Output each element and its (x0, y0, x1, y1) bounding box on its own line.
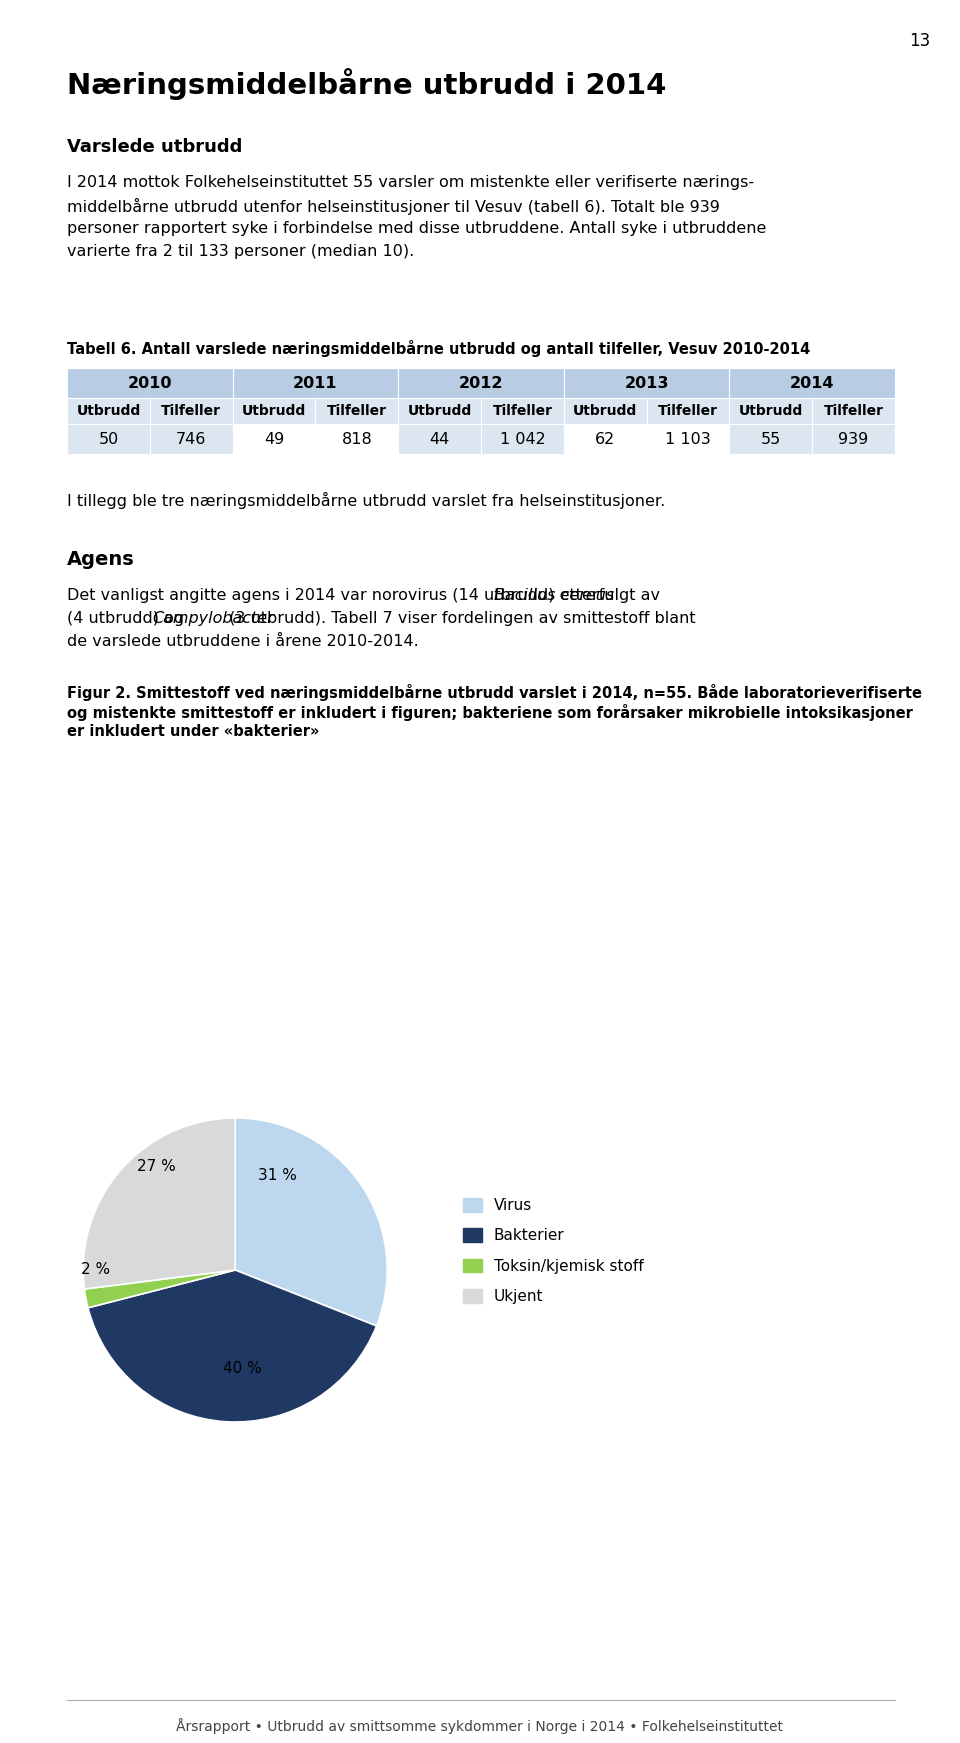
Text: Utbrudd: Utbrudd (738, 404, 803, 418)
Text: Det vanligst angitte agens i 2014 var norovirus (14 utbrudd) etterfulgt av: Det vanligst angitte agens i 2014 var no… (67, 587, 665, 603)
Text: Campylobacter: Campylobacter (153, 612, 275, 626)
Text: 939: 939 (838, 432, 869, 446)
Text: 746: 746 (176, 432, 206, 446)
FancyBboxPatch shape (730, 424, 812, 453)
FancyBboxPatch shape (398, 397, 481, 424)
FancyBboxPatch shape (232, 424, 316, 453)
FancyBboxPatch shape (316, 397, 398, 424)
FancyBboxPatch shape (398, 368, 564, 397)
FancyBboxPatch shape (481, 424, 564, 453)
Text: 49: 49 (264, 432, 284, 446)
FancyBboxPatch shape (232, 368, 398, 397)
Text: varierte fra 2 til 133 personer (median 10).: varierte fra 2 til 133 personer (median … (67, 244, 415, 260)
FancyBboxPatch shape (67, 397, 150, 424)
Legend: Virus, Bakterier, Toksin/kjemisk stoff, Ukjent: Virus, Bakterier, Toksin/kjemisk stoff, … (464, 1197, 643, 1304)
Text: 1 042: 1 042 (499, 432, 545, 446)
Text: 2011: 2011 (293, 375, 338, 390)
Text: (3 utbrudd). Tabell 7 viser fordelingen av smittestoff blant: (3 utbrudd). Tabell 7 viser fordelingen … (224, 612, 696, 626)
Text: 50: 50 (98, 432, 118, 446)
FancyBboxPatch shape (564, 368, 730, 397)
Text: 818: 818 (342, 432, 372, 446)
Text: 2 %: 2 % (81, 1262, 110, 1278)
FancyBboxPatch shape (232, 397, 316, 424)
Text: 2013: 2013 (624, 375, 669, 390)
Text: (4 utbrudd) og: (4 utbrudd) og (67, 612, 189, 626)
FancyBboxPatch shape (481, 397, 564, 424)
Text: middelbårne utbrudd utenfor helseinstitusjoner til Vesuv (tabell 6). Totalt ble : middelbårne utbrudd utenfor helseinstitu… (67, 199, 720, 214)
Text: Agens: Agens (67, 551, 134, 568)
Text: 13: 13 (909, 31, 930, 51)
Text: Tilfeller: Tilfeller (326, 404, 387, 418)
FancyBboxPatch shape (67, 424, 150, 453)
Text: er inkludert under «bakterier»: er inkludert under «bakterier» (67, 723, 320, 739)
FancyBboxPatch shape (730, 397, 812, 424)
Text: 2010: 2010 (128, 375, 172, 390)
Text: 2012: 2012 (459, 375, 503, 390)
FancyBboxPatch shape (812, 424, 895, 453)
FancyBboxPatch shape (564, 424, 647, 453)
Text: Utbrudd: Utbrudd (76, 404, 140, 418)
Text: og mistenkte smittestoff er inkludert i figuren; bakteriene som forårsaker mikro: og mistenkte smittestoff er inkludert i … (67, 704, 913, 722)
FancyBboxPatch shape (730, 368, 895, 397)
Text: Figur 2. Smittestoff ved næringsmiddelbårne utbrudd varslet i 2014, n=55. Både l: Figur 2. Smittestoff ved næringsmiddelbå… (67, 683, 922, 701)
Text: personer rapportert syke i forbindelse med disse utbruddene. Antall syke i utbru: personer rapportert syke i forbindelse m… (67, 221, 766, 235)
Text: 62: 62 (595, 432, 615, 446)
Text: Utbrudd: Utbrudd (407, 404, 471, 418)
FancyBboxPatch shape (398, 424, 481, 453)
FancyBboxPatch shape (316, 424, 398, 453)
Text: 2014: 2014 (790, 375, 834, 390)
Text: Tilfeller: Tilfeller (161, 404, 221, 418)
Text: Utbrudd: Utbrudd (242, 404, 306, 418)
Text: 55: 55 (760, 432, 780, 446)
Text: I tillegg ble tre næringsmiddelbårne utbrudd varslet fra helseinstitusjoner.: I tillegg ble tre næringsmiddelbårne utb… (67, 492, 665, 509)
Text: Tilfeller: Tilfeller (492, 404, 552, 418)
FancyBboxPatch shape (647, 397, 730, 424)
Text: Tilfeller: Tilfeller (824, 404, 883, 418)
Text: 31 %: 31 % (258, 1168, 298, 1183)
FancyBboxPatch shape (67, 368, 232, 397)
Text: Bacillus cereus: Bacillus cereus (494, 587, 614, 603)
Text: 27 %: 27 % (136, 1159, 176, 1175)
Wedge shape (84, 1271, 235, 1307)
Text: Tilfeller: Tilfeller (658, 404, 718, 418)
FancyBboxPatch shape (564, 397, 647, 424)
Text: I 2014 mottok Folkehelseinstituttet 55 varsler om mistenkte eller verifiserte næ: I 2014 mottok Folkehelseinstituttet 55 v… (67, 174, 755, 190)
FancyBboxPatch shape (150, 397, 232, 424)
FancyBboxPatch shape (647, 424, 730, 453)
FancyBboxPatch shape (812, 397, 895, 424)
Text: 44: 44 (429, 432, 449, 446)
Wedge shape (88, 1271, 376, 1422)
Text: de varslede utbruddene i årene 2010-2014.: de varslede utbruddene i årene 2010-2014… (67, 634, 419, 648)
Text: Årsrapport • Utbrudd av smittsomme sykdommer i Norge i 2014 • Folkehelseinstitut: Årsrapport • Utbrudd av smittsomme sykdo… (177, 1719, 783, 1734)
Text: Utbrudd: Utbrudd (573, 404, 637, 418)
Text: Tabell 6. Antall varslede næringsmiddelbårne utbrudd og antall tilfeller, Vesuv : Tabell 6. Antall varslede næringsmiddelb… (67, 340, 810, 357)
Wedge shape (235, 1117, 387, 1326)
Text: 40 %: 40 % (224, 1361, 262, 1377)
Text: Næringsmiddelbårne utbrudd i 2014: Næringsmiddelbårne utbrudd i 2014 (67, 68, 666, 99)
Wedge shape (84, 1117, 235, 1290)
Text: 1 103: 1 103 (665, 432, 710, 446)
Text: Varslede utbrudd: Varslede utbrudd (67, 138, 242, 157)
FancyBboxPatch shape (150, 424, 232, 453)
